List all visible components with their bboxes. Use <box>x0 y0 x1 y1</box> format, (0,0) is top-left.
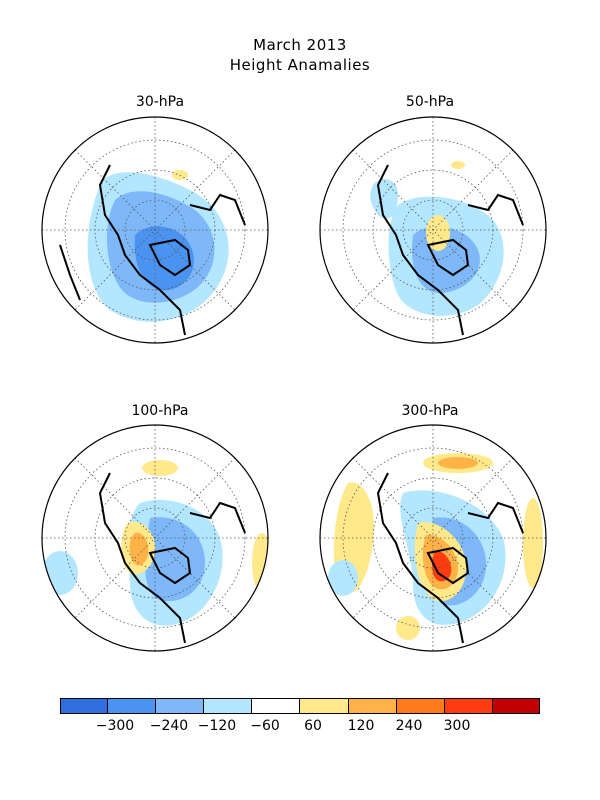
colorbar-tick: 300 <box>443 718 471 734</box>
map-subtitle: Height Anamalies <box>229 56 371 74</box>
panel-label-300hpa: 300-hPa <box>401 403 459 419</box>
colorbar-swatch <box>396 698 445 714</box>
colorbar <box>60 698 540 714</box>
colorbar-swatch <box>348 698 397 714</box>
polar-map-100hpa <box>40 423 270 653</box>
colorbar-swatch <box>252 698 301 714</box>
colorbar-tick: −300 <box>95 718 135 734</box>
colorbar-tick: 240 <box>395 718 423 734</box>
colorbar-swatch <box>108 698 157 714</box>
colorbar-tick: 60 <box>304 718 322 734</box>
colorbar-tick: −240 <box>149 718 189 734</box>
map-title: March 2013 <box>253 36 347 54</box>
colorbar-swatch <box>60 698 109 714</box>
panel-label-50hpa: 50-hPa <box>405 94 455 110</box>
colorbar-tick: −120 <box>197 718 237 734</box>
colorbar-swatch <box>204 698 253 714</box>
colorbar-swatch <box>156 698 205 714</box>
colorbar-swatch <box>444 698 493 714</box>
colorbar-tick: 120 <box>347 718 375 734</box>
colorbar-swatch <box>300 698 349 714</box>
panel-label-100hpa: 100-hPa <box>131 403 189 419</box>
colorbar-swatch <box>492 698 540 714</box>
polar-map-300hpa <box>318 423 548 653</box>
colorbar-tick: −60 <box>250 718 280 734</box>
panel-label-30hpa: 30-hPa <box>135 94 185 110</box>
polar-map-30hpa <box>40 115 270 345</box>
polar-map-50hpa <box>318 115 548 345</box>
